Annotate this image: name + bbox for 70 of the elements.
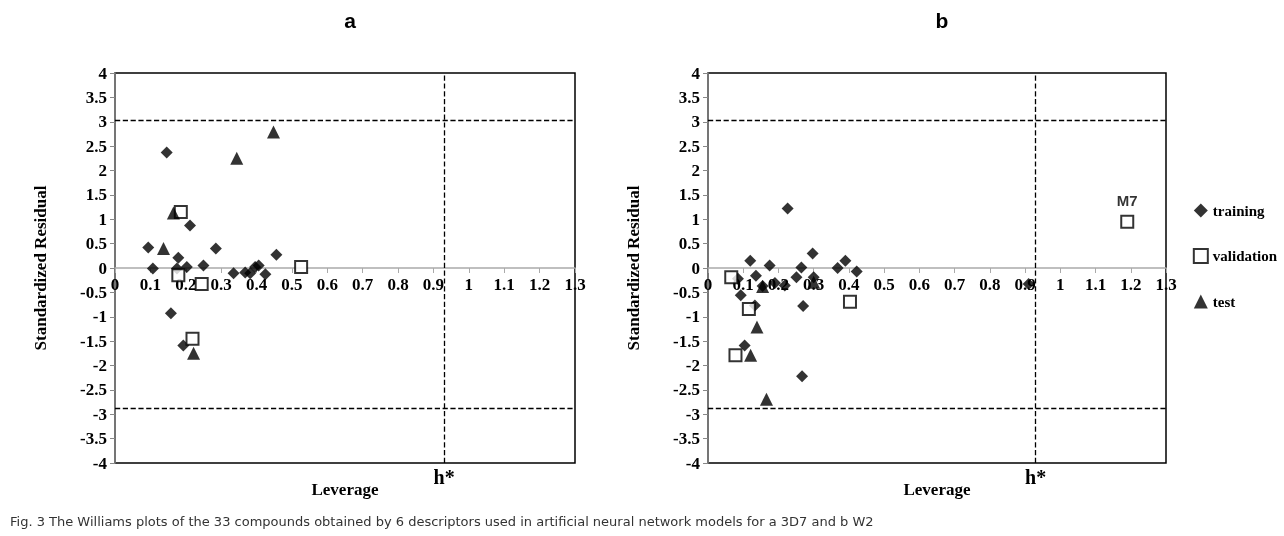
caption: Fig. 3 The Williams plots of the 33 compounds obtained by 6 descriptors used in artificial neural network models for a 3D7 and b W2 [10, 514, 875, 529]
y-tick-label: 1.5 [85, 185, 107, 205]
x-tick-label: 1.2 [528, 275, 551, 294]
x-tick-label: 0.4 [838, 275, 861, 294]
y-tick-label: 2 [98, 161, 107, 180]
y-tick-label: -0.5 [80, 282, 107, 302]
y-tick-label: 3 [691, 112, 700, 132]
x-tick-label: 0.5 [873, 275, 895, 294]
y-tick-label: 2 [691, 161, 700, 180]
y-tick-label: -1 [92, 307, 107, 327]
x-tick-label: 0.3 [803, 275, 825, 294]
x-tick-label: 0.3 [210, 275, 232, 294]
ref-line-label: h* [433, 466, 455, 488]
y-tick-label: 0 [98, 258, 107, 278]
y-tick-label: 4 [691, 63, 701, 83]
y-axis-title: Standardized Residual [31, 185, 50, 351]
y-tick-label: 1 [98, 209, 107, 229]
x-tick-label: 0.6 [316, 275, 338, 294]
y-tick-label: 3 [98, 112, 107, 132]
y-tick-label: -1.5 [80, 331, 107, 351]
x-tick-label: 1 [1056, 275, 1065, 294]
x-tick-label: 1.1 [493, 275, 515, 294]
y-tick-label: 1.5 [678, 185, 700, 205]
x-tick-label: 1.2 [1120, 275, 1142, 294]
x-tick-label: 1.1 [1084, 275, 1107, 294]
x-axis-title: Leverage [311, 480, 379, 499]
x-tick-label: 0 [110, 275, 120, 294]
x-tick-label: 0.6 [908, 275, 931, 294]
chart-title: b [935, 9, 949, 32]
y-tick-label: -1.5 [673, 331, 700, 351]
ref-line-label: h* [1025, 466, 1047, 488]
x-tick-label: 0.9 [422, 275, 445, 294]
y-tick-label: -2 [92, 356, 107, 375]
x-tick-label: 0 [703, 275, 713, 294]
y-tick-label: -3.5 [673, 429, 700, 449]
x-tick-label: 0.1 [139, 275, 162, 294]
x-tick-label: 0.5 [281, 275, 303, 294]
y-tick-label: 2.5 [85, 136, 107, 156]
legend-label: validation [1212, 248, 1278, 264]
x-tick-label: 0.7 [352, 275, 374, 294]
y-tick-label: -2.5 [673, 380, 700, 400]
y-tick-label: 0.5 [678, 234, 700, 254]
x-tick-label: 1 [464, 275, 474, 294]
y-tick-label: -1 [685, 307, 700, 327]
y-tick-label: -3.5 [80, 429, 107, 449]
legend-label: test [1212, 293, 1236, 310]
x-tick-label: 0.1 [732, 275, 754, 294]
y-tick-label: 0 [691, 258, 700, 278]
y-tick-label: -4 [92, 453, 108, 473]
y-tick-label: 1 [691, 209, 700, 229]
annotation: M7 [1116, 191, 1138, 209]
x-tick-label: 0.4 [245, 275, 268, 294]
y-tick-label: -4 [685, 453, 701, 473]
x-tick-label: 0.7 [943, 275, 966, 294]
legend-label: training [1212, 202, 1265, 219]
chart-title: a [344, 9, 357, 32]
y-tick-label: -3 [685, 404, 700, 424]
x-tick-label: 0.8 [979, 275, 1001, 294]
y-tick-label: 2.5 [678, 136, 700, 156]
x-axis-title: Leverage [903, 480, 971, 499]
y-tick-label: 4 [98, 63, 108, 83]
y-tick-label: -2.5 [80, 380, 107, 400]
y-tick-label: -2 [685, 356, 700, 375]
y-tick-label: -3 [92, 404, 107, 424]
y-axis-title: Standardized Residual [624, 185, 643, 351]
y-tick-label: 0.5 [85, 234, 107, 254]
x-tick-label: 0.8 [387, 275, 409, 294]
y-tick-label: 3.5 [85, 87, 107, 107]
y-tick-label: -0.5 [673, 282, 700, 302]
y-tick-label: 3.5 [678, 87, 700, 107]
